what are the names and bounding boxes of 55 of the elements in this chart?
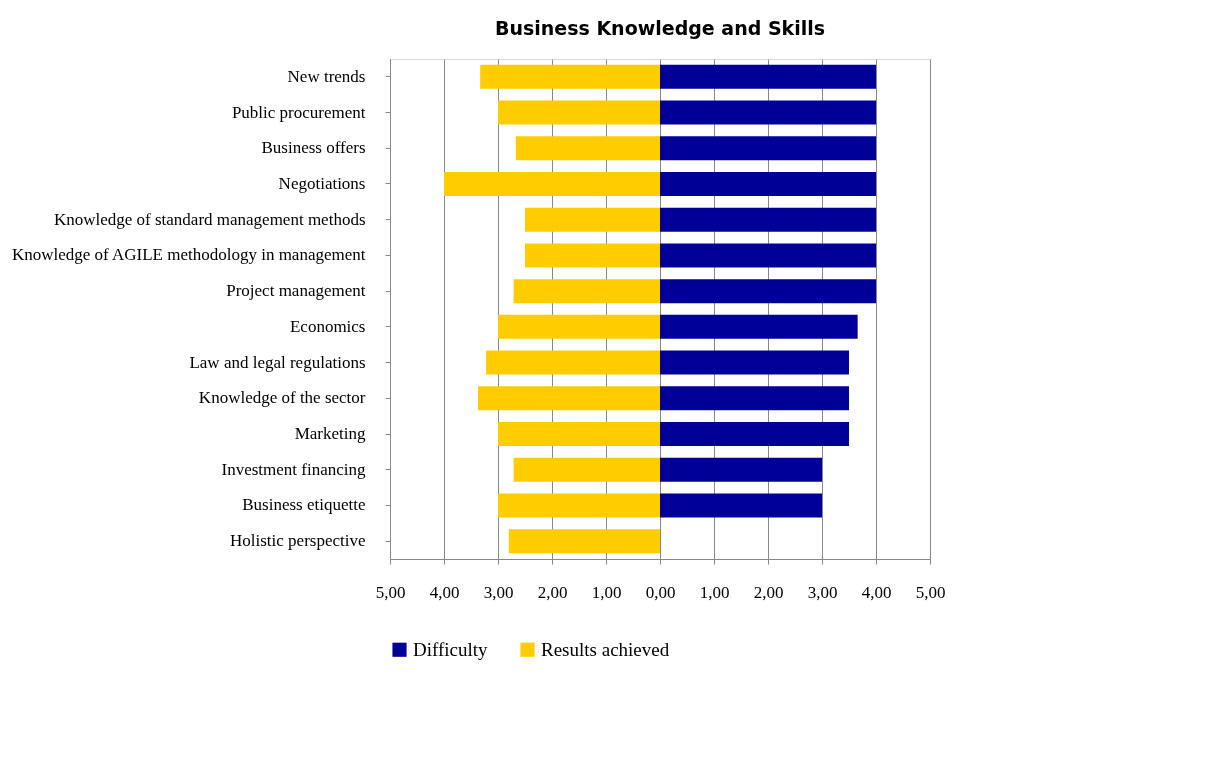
x-tick-label: 0,00	[645, 582, 676, 602]
x-tick-label: 3,00	[807, 582, 838, 602]
bar	[480, 64, 660, 89]
y-tick-label: Marketing	[294, 424, 366, 443]
bar	[660, 172, 876, 196]
bar	[660, 64, 876, 89]
legend-label: Difficulty	[413, 638, 489, 660]
bar	[660, 350, 849, 375]
x-tick-label: 4,00	[861, 582, 892, 602]
x-tick-label: 5,00	[915, 582, 946, 602]
x-tick-label: 1,00	[699, 582, 730, 602]
bar	[660, 457, 822, 482]
bar	[515, 136, 660, 161]
bar	[660, 314, 858, 339]
x-tick-label: 3,00	[483, 582, 514, 602]
bar	[660, 207, 876, 232]
bar	[660, 136, 876, 161]
bar	[486, 350, 660, 375]
bar	[498, 493, 660, 518]
bar	[498, 100, 660, 125]
bar	[660, 493, 822, 518]
y-tick-label: Public procurement	[231, 102, 366, 122]
x-tick-label: 2,00	[537, 582, 568, 602]
bar	[513, 279, 660, 304]
bar	[508, 529, 660, 554]
y-tick-label: Business offers	[261, 138, 366, 158]
x-tick-label: 4,00	[429, 582, 460, 602]
y-tick-label: Knowledge of standard management methods	[53, 209, 366, 229]
bar	[513, 457, 660, 482]
y-tick-label: Investment financing	[221, 459, 366, 479]
x-tick-label: 1,00	[591, 582, 622, 602]
bar	[660, 243, 876, 268]
bar	[660, 422, 849, 446]
bar	[498, 422, 660, 446]
bar	[660, 100, 876, 125]
bar	[444, 172, 660, 196]
y-tick-label: Law and legal regulations	[189, 352, 366, 372]
y-tick-label: Economics	[289, 316, 366, 336]
x-tick-label: 2,00	[753, 582, 784, 602]
y-tick-label: New trends	[287, 66, 366, 86]
y-tick-label: Holistic perspective	[230, 531, 366, 551]
y-tick-label: Business etiquette	[242, 495, 366, 515]
bar	[660, 279, 876, 304]
bar	[660, 386, 849, 411]
bar	[525, 207, 660, 232]
y-tick-label: Knowledge of the sector	[198, 388, 366, 408]
x-tick-label: 5,00	[375, 582, 406, 602]
bar	[525, 243, 660, 268]
y-tick-label: Negotiations	[278, 174, 366, 193]
y-tick-label: Project management	[226, 281, 366, 301]
bar	[498, 314, 660, 339]
y-tick-label: Knowledge of AGILE methodology in management	[11, 245, 366, 265]
bar	[478, 386, 660, 411]
chart-title: Business Knowledge and Skills	[494, 17, 826, 39]
legend-label: Results achieved	[541, 638, 670, 660]
